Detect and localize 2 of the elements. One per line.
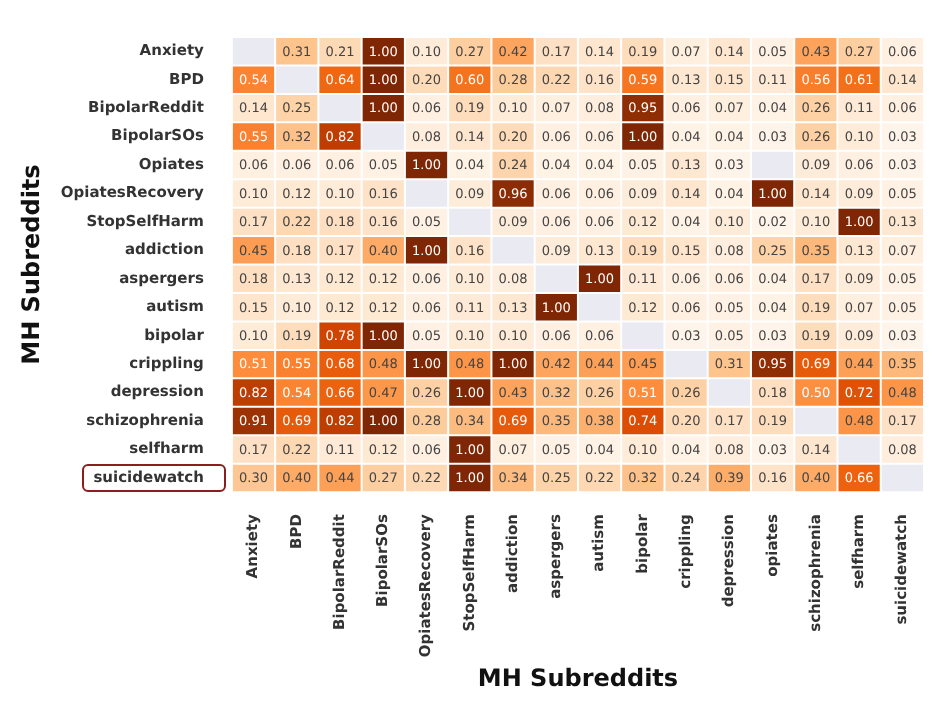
y-axis-title: MH Subreddits — [16, 164, 45, 365]
x-axis-title: MH Subreddits — [477, 663, 679, 692]
